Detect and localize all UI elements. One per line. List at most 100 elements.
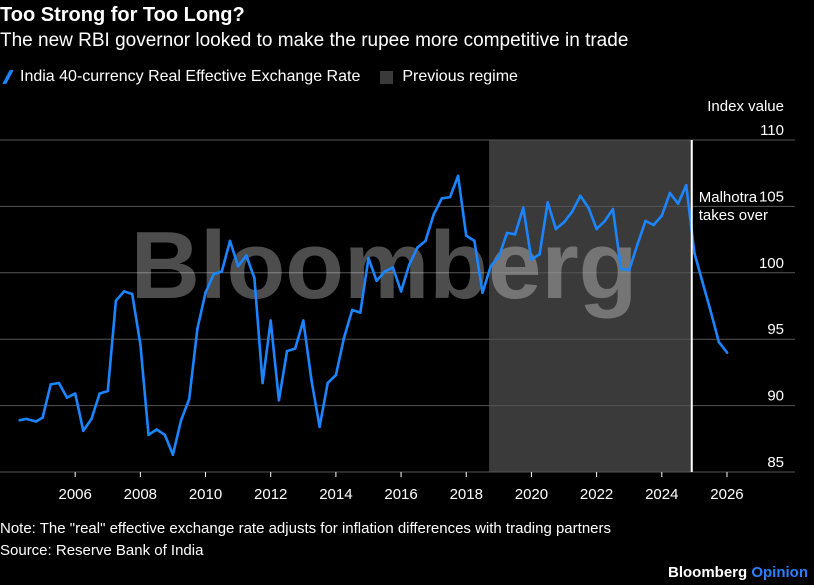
annotation-text-line2: takes over	[699, 207, 768, 224]
data-point	[660, 214, 664, 217]
data-point	[399, 290, 403, 293]
data-point	[187, 397, 191, 401]
data-point	[359, 311, 362, 314]
x-tick-label-2018: 2018	[450, 486, 483, 503]
data-point	[473, 239, 476, 243]
x-tick-label-2026: 2026	[710, 486, 743, 503]
data-point	[236, 264, 240, 268]
x-tick-label-2014: 2014	[319, 486, 352, 503]
chart-title: Too Strong for Too Long?	[0, 4, 245, 26]
brand-sub: Opinion	[751, 564, 808, 581]
x-tick-label-2024: 2024	[645, 486, 678, 503]
data-point	[147, 433, 150, 437]
data-point	[163, 433, 167, 437]
data-point	[530, 258, 533, 261]
data-point	[90, 417, 93, 421]
data-point	[505, 231, 509, 235]
data-point	[644, 219, 647, 223]
data-point	[245, 254, 248, 257]
data-point	[57, 381, 61, 385]
chart-subtitle: The new RBI governor looked to make the …	[0, 30, 629, 51]
data-point	[522, 206, 525, 209]
data-point	[546, 201, 549, 204]
data-point	[277, 399, 281, 402]
chart-source: Source: Reserve Bank of India	[0, 542, 204, 559]
data-point	[179, 418, 183, 422]
data-point	[228, 239, 232, 243]
data-point	[676, 202, 680, 205]
chart-legend: India 40-currency Real Effective Exchang…	[0, 68, 518, 86]
data-point	[725, 351, 729, 354]
y-axis-label: Index value	[707, 98, 784, 115]
data-point	[98, 392, 101, 395]
data-point	[611, 207, 615, 211]
data-point	[212, 272, 215, 276]
data-point	[432, 213, 436, 216]
data-point	[196, 327, 199, 330]
data-point	[595, 227, 598, 231]
data-point	[579, 194, 582, 198]
shaded-region-previous-regime	[489, 140, 692, 472]
data-point	[114, 299, 118, 303]
data-point	[326, 381, 330, 385]
y-tick-label-90: 90	[767, 388, 784, 405]
x-tick-label-2012: 2012	[254, 486, 287, 503]
data-point	[293, 347, 297, 350]
data-point	[269, 319, 273, 322]
data-point	[570, 210, 574, 213]
watermark-text: Bloomberg	[131, 212, 638, 319]
data-point	[82, 429, 85, 433]
x-tick-label-2022: 2022	[580, 486, 613, 503]
data-point	[122, 290, 126, 293]
data-point	[253, 276, 256, 280]
data-point	[619, 267, 623, 271]
data-point	[383, 270, 387, 273]
data-point	[350, 308, 354, 312]
data-point	[481, 291, 484, 295]
data-point	[424, 239, 427, 243]
data-point	[171, 453, 175, 457]
x-tick-label-2016: 2016	[384, 486, 417, 503]
x-tick-label-2010: 2010	[189, 486, 222, 503]
data-point	[627, 268, 631, 272]
y-tick-label-110: 110	[760, 122, 784, 139]
data-point	[636, 243, 639, 247]
data-point	[130, 292, 134, 296]
data-point	[49, 383, 52, 386]
data-point	[448, 195, 452, 199]
data-point	[416, 246, 419, 249]
brand-logo: Bloomberg Opinion	[668, 564, 808, 581]
annotation-text-line1: Malhotra	[699, 189, 758, 206]
data-point	[668, 191, 672, 195]
y-tick-label-95: 95	[767, 321, 784, 338]
data-point	[497, 255, 501, 259]
data-point	[73, 392, 77, 395]
data-point	[513, 233, 517, 236]
data-point	[603, 219, 607, 223]
data-point	[489, 264, 493, 268]
data-point	[701, 280, 704, 284]
y-tick-label-85: 85	[767, 454, 784, 471]
data-point	[456, 174, 460, 178]
data-point	[302, 319, 305, 322]
data-point	[41, 416, 44, 419]
data-point	[391, 266, 395, 269]
data-point	[587, 206, 590, 209]
legend-series-label: India 40-currency Real Effective Exchang…	[20, 68, 361, 85]
data-point	[375, 279, 378, 283]
data-point	[367, 256, 370, 260]
data-point	[34, 420, 38, 423]
data-point	[693, 251, 696, 255]
data-point	[709, 310, 712, 313]
data-point	[717, 340, 721, 344]
legend-region-label: Previous regime	[402, 68, 518, 85]
data-point	[318, 425, 321, 429]
data-point	[684, 183, 688, 187]
y-tick-label-105: 105	[759, 188, 784, 205]
series-line-0	[18, 174, 729, 456]
data-point	[342, 336, 346, 340]
data-point	[155, 428, 158, 431]
data-point	[18, 418, 22, 422]
data-point	[407, 263, 411, 267]
